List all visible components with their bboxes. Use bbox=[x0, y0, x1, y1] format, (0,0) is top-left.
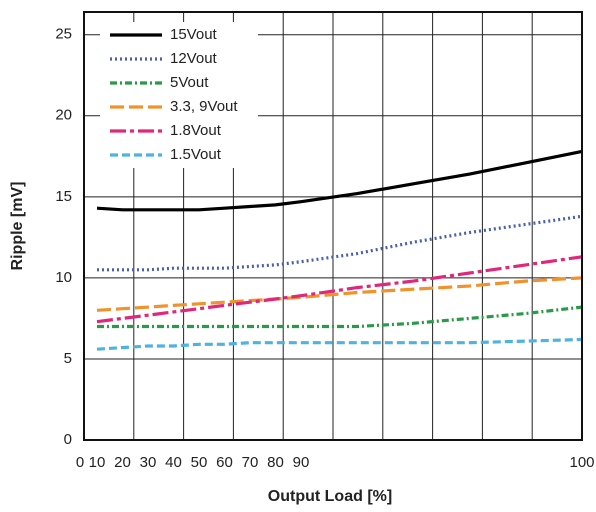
x-tick-label: 40 bbox=[165, 454, 182, 471]
plot-border bbox=[83, 11, 583, 441]
legend: 15Vout 12Vout 5Vout 3.3, 9Vout 1.8Vout 1.5Vou… bbox=[100, 22, 258, 168]
legend-label: 5Vout bbox=[170, 74, 209, 91]
series-line bbox=[97, 214, 583, 272]
y-tick-label: 5 bbox=[64, 350, 72, 367]
series-line bbox=[97, 305, 583, 329]
x-axis-title: Output Load [%] bbox=[268, 488, 392, 505]
series-line bbox=[96, 149, 583, 212]
x-tick-label: 50 bbox=[191, 454, 208, 471]
x-tick-label: 90 bbox=[293, 454, 310, 471]
x-tick-label: 20 bbox=[114, 454, 131, 471]
legend-label: 15Vout bbox=[170, 26, 218, 43]
x-tick-label: 60 bbox=[216, 454, 233, 471]
x-tick-label: 80 bbox=[267, 454, 284, 471]
y-tick-label: 10 bbox=[55, 269, 72, 286]
legend-label: 3.3, 9Vout bbox=[170, 98, 238, 115]
y-tick-label: 0 bbox=[64, 431, 72, 448]
series-line bbox=[96, 255, 583, 324]
x-tick-label: 100 bbox=[569, 454, 594, 471]
y-tick-label: 20 bbox=[55, 107, 72, 124]
legend-label: 1.8Vout bbox=[170, 122, 222, 139]
series-line bbox=[96, 276, 583, 312]
y-axis-title: Ripple [mV] bbox=[9, 182, 26, 271]
y-tick-label: 25 bbox=[55, 26, 72, 43]
legend-label: 1.5Vout bbox=[170, 146, 222, 163]
x-tick-label: 10 bbox=[89, 454, 106, 471]
y-tick-label: 15 bbox=[55, 188, 72, 205]
x-tick-label: 70 bbox=[242, 454, 259, 471]
legend-label: 12Vout bbox=[170, 50, 218, 67]
x-tick-label: 30 bbox=[140, 454, 157, 471]
x-tick-label: 0 bbox=[76, 454, 84, 471]
series-line bbox=[96, 337, 583, 351]
legend-box bbox=[100, 22, 258, 168]
